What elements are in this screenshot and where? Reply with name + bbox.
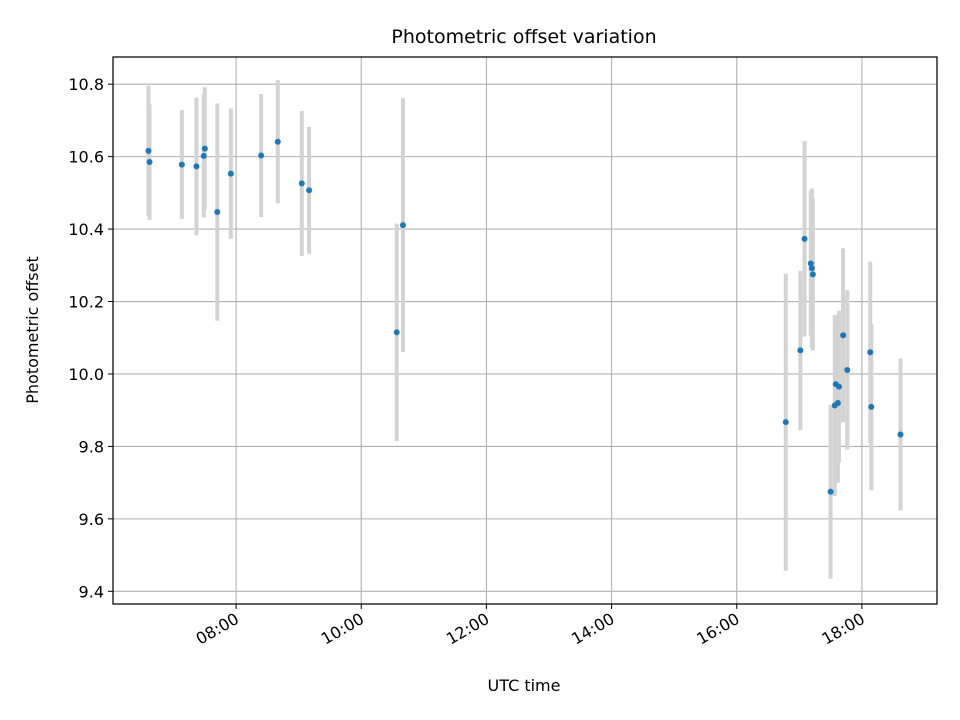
y-tick-label: 10.4 xyxy=(68,220,104,239)
chart-title: Photometric offset variation xyxy=(391,26,656,48)
x-tick-label: 14:00 xyxy=(568,609,617,649)
data-point xyxy=(201,145,208,152)
data-point xyxy=(808,265,815,272)
data-point xyxy=(868,403,875,410)
y-axis-label: Photometric offset xyxy=(23,256,42,404)
grid-lines xyxy=(113,57,937,604)
y-tick-label: 9.4 xyxy=(79,582,104,601)
data-point xyxy=(807,260,814,267)
data-point xyxy=(782,419,789,426)
data-point xyxy=(298,180,305,187)
x-tick-label: 12:00 xyxy=(443,609,492,649)
x-tick-label: 18:00 xyxy=(818,609,867,649)
x-axis-label: UTC time xyxy=(488,676,561,695)
data-point xyxy=(840,332,847,339)
y-tick-label: 9.6 xyxy=(79,510,104,529)
y-axis-ticks: 9.4 9.6 9.8 10.0 10.2 10.4 10.6 10.8 xyxy=(68,75,113,601)
data-point xyxy=(258,152,265,159)
x-tick-label: 08:00 xyxy=(193,609,242,649)
data-point xyxy=(809,271,816,278)
data-points xyxy=(145,138,904,495)
data-point xyxy=(274,138,281,145)
y-tick-label: 10.8 xyxy=(68,75,104,94)
y-tick-label: 9.8 xyxy=(79,437,104,456)
x-tick-label: 10:00 xyxy=(318,609,367,649)
y-tick-label: 10.6 xyxy=(68,148,104,167)
data-point xyxy=(867,349,874,356)
y-tick-label: 10.2 xyxy=(68,293,104,312)
data-point xyxy=(801,235,808,242)
data-point xyxy=(227,170,234,177)
data-point xyxy=(827,488,834,495)
data-point xyxy=(834,399,841,406)
x-axis-ticks: 08:00 10:00 12:00 14:00 16:00 18:00 xyxy=(193,604,868,649)
y-tick-label: 10.0 xyxy=(68,365,104,384)
data-point xyxy=(200,152,207,159)
data-point xyxy=(145,147,152,154)
data-point xyxy=(399,222,406,229)
data-point xyxy=(797,347,804,354)
data-point xyxy=(214,209,221,216)
data-point xyxy=(897,431,904,438)
data-point xyxy=(178,161,185,168)
data-point xyxy=(146,159,153,166)
data-point xyxy=(193,163,200,170)
x-tick-label: 16:00 xyxy=(693,609,742,649)
data-point xyxy=(306,187,313,194)
plot-frame xyxy=(112,56,938,605)
data-point xyxy=(393,329,400,336)
data-point xyxy=(835,383,842,390)
data-point xyxy=(844,366,851,373)
